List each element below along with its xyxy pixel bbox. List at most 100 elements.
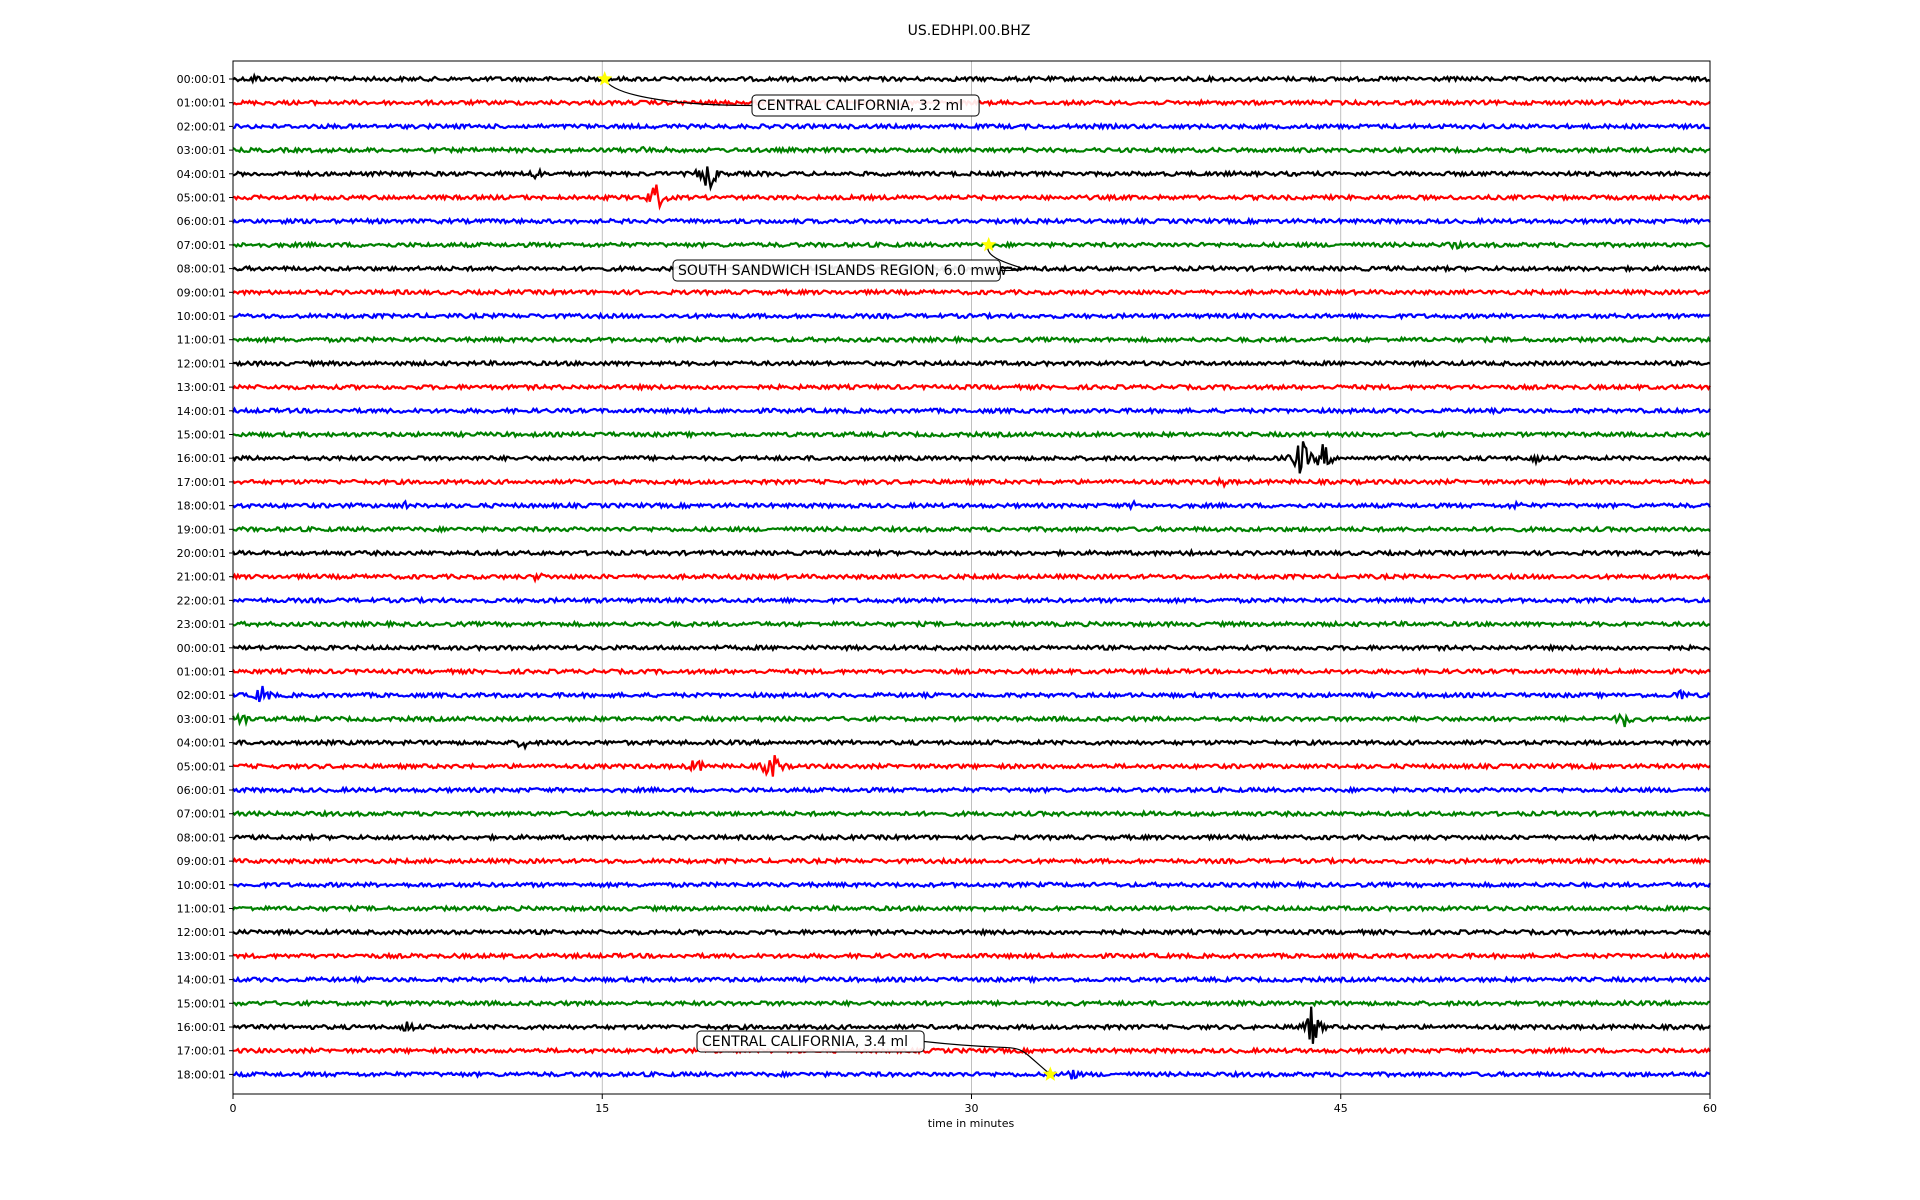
- row-time-label: 23:00:01: [177, 618, 226, 631]
- x-tick-label: 60: [1703, 1102, 1717, 1115]
- trace-line: [232, 951, 1711, 961]
- trace-line: [232, 1069, 1711, 1080]
- trace-line: [232, 571, 1711, 584]
- trace-line: [232, 72, 1711, 85]
- row-time-label: 21:00:01: [177, 571, 226, 584]
- trace-line: [232, 358, 1711, 368]
- trace-line: [232, 311, 1711, 321]
- trace-line: [232, 685, 1711, 703]
- row-time-label: 04:00:01: [177, 168, 226, 181]
- event-star-marker: [981, 236, 997, 252]
- row-time-label: 10:00:01: [177, 310, 226, 323]
- trace-line: [231, 406, 1711, 416]
- seismic-traces: [231, 72, 1712, 1080]
- plot-frame: [232, 60, 1711, 1095]
- row-time-label: 17:00:01: [177, 476, 226, 489]
- row-time-label: 12:00:01: [177, 926, 226, 939]
- row-time-label: 03:00:01: [177, 713, 226, 726]
- x-tick-label: 15: [595, 1102, 609, 1115]
- row-time-label: 16:00:01: [177, 452, 226, 465]
- row-time-label: 18:00:01: [177, 500, 226, 513]
- trace-line: [232, 595, 1711, 605]
- trace-line: [232, 441, 1711, 474]
- trace-line: [232, 239, 1711, 251]
- trace-line: [232, 382, 1711, 392]
- trace-line: [232, 121, 1711, 132]
- trace-line: [232, 429, 1711, 440]
- x-tick-label: 30: [965, 1102, 979, 1115]
- x-tick-label: 0: [230, 1102, 237, 1115]
- row-time-label: 01:00:01: [177, 666, 226, 679]
- trace-line: [232, 335, 1711, 345]
- event-label: CENTRAL CALIFORNIA, 3.2 ml: [757, 98, 963, 114]
- row-time-label: 03:00:01: [177, 144, 226, 157]
- row-time-label: 16:00:01: [177, 1021, 226, 1034]
- annotation-connector: [604, 78, 753, 107]
- trace-line: [232, 880, 1711, 890]
- row-time-label: 09:00:01: [177, 855, 226, 868]
- row-time-label: 13:00:01: [177, 950, 226, 963]
- row-time-label: 22:00:01: [177, 594, 226, 607]
- row-time-label: 14:00:01: [177, 974, 226, 987]
- event-annotations: CENTRAL CALIFORNIA, 3.2 ml SOUTH SANDWICH…: [597, 71, 1058, 1081]
- event-star-marker: [1042, 1066, 1058, 1081]
- annotation-box: [672, 259, 1001, 282]
- row-time-label: 15:00:01: [177, 997, 226, 1010]
- trace-line: [232, 832, 1711, 843]
- row-time-label: 17:00:01: [177, 1045, 226, 1058]
- annotation-box: [751, 94, 980, 117]
- trace-line: [231, 712, 1711, 728]
- trace-line: [232, 145, 1711, 155]
- chart-title: US.EDHPI.00.BHZ: [908, 23, 1031, 39]
- row-time-labels: 00:00:01 01:00:01 02:00:01 03:00:01 04:00:01…: [177, 73, 233, 1081]
- row-time-label: 08:00:01: [177, 263, 226, 276]
- row-time-label: 07:00:01: [177, 808, 226, 821]
- row-time-label: 14:00:01: [177, 405, 226, 418]
- trace-line: [232, 216, 1711, 226]
- row-time-label: 02:00:01: [177, 120, 226, 133]
- row-time-label: 06:00:01: [177, 784, 226, 797]
- row-time-label: 19:00:01: [177, 523, 226, 536]
- trace-line: [233, 184, 1711, 211]
- row-time-label: 01:00:01: [177, 97, 226, 110]
- row-time-label: 15:00:01: [177, 429, 226, 442]
- trace-line: [232, 856, 1711, 866]
- event-label: SOUTH SANDWICH ISLANDS REGION, 6.0 mww: [678, 263, 1007, 279]
- trace-line: [232, 1046, 1711, 1056]
- row-time-label: 11:00:01: [177, 903, 226, 916]
- trace-line: [232, 475, 1711, 490]
- annotation-connector: [924, 1040, 1051, 1075]
- row-time-label: 08:00:01: [177, 831, 226, 844]
- trace-line: [232, 808, 1711, 819]
- row-time-label: 13:00:01: [177, 381, 226, 394]
- row-time-label: 00:00:01: [177, 73, 226, 86]
- trace-line: [232, 547, 1711, 558]
- trace-line: [232, 524, 1711, 534]
- x-axis-label: time in minutes: [928, 1117, 1015, 1130]
- trace-line: [232, 619, 1711, 630]
- trace-line: [232, 974, 1711, 985]
- row-time-label: 11:00:01: [177, 334, 226, 347]
- annotation-box: [696, 1030, 925, 1053]
- row-time-label: 04:00:01: [177, 737, 226, 750]
- trace-line: [232, 927, 1712, 937]
- trace-line: [232, 643, 1711, 653]
- row-time-label: 05:00:01: [177, 192, 226, 205]
- row-time-label: 20:00:01: [177, 547, 226, 560]
- row-time-label: 18:00:01: [177, 1068, 226, 1081]
- x-tick-label: 45: [1334, 1102, 1348, 1115]
- row-time-label: 07:00:01: [177, 239, 226, 252]
- row-time-label: 10:00:01: [177, 879, 226, 892]
- trace-line: [232, 498, 1711, 512]
- row-time-label: 00:00:01: [177, 642, 226, 655]
- trace-line: [232, 667, 1711, 677]
- event-star-marker: [597, 71, 613, 86]
- trace-line: [232, 287, 1711, 297]
- trace-line: [232, 754, 1711, 778]
- row-time-label: 12:00:01: [177, 357, 226, 370]
- event-label: CENTRAL CALIFORNIA, 3.4 ml: [702, 1034, 908, 1050]
- row-time-label: 09:00:01: [177, 286, 226, 299]
- trace-line: [232, 166, 1711, 192]
- x-axis-ticks: 0 15 30 45 60: [230, 1094, 1717, 1115]
